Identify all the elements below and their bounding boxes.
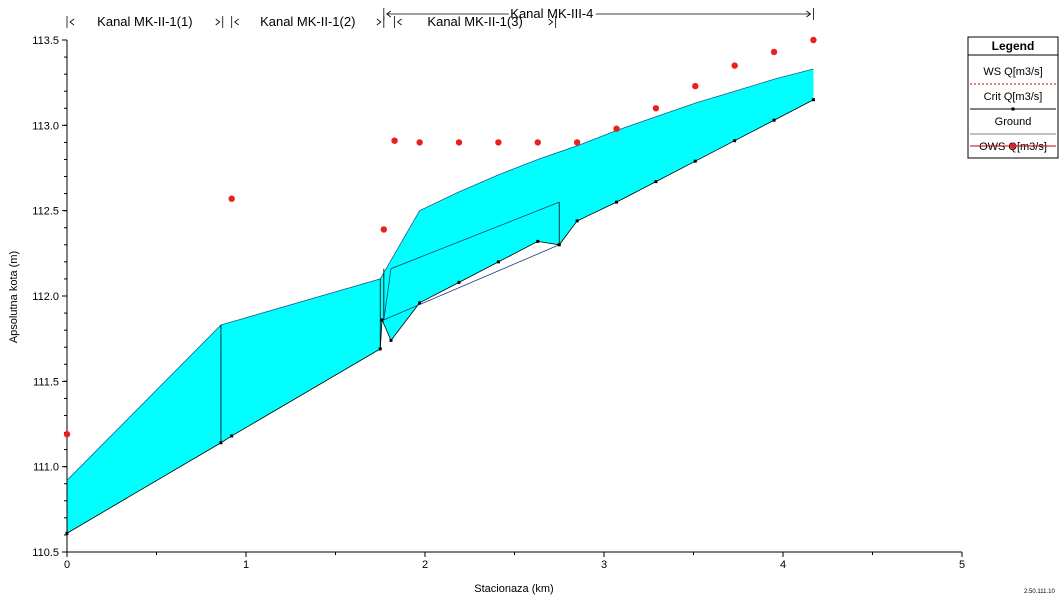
ground-point: [772, 118, 776, 122]
ows-point: [770, 48, 778, 56]
ows-point: [613, 125, 620, 132]
reach-annotation: Kanal MK-III-4: [383, 6, 814, 21]
reach-annotation: Kanal MK-II-1(1): [66, 14, 224, 29]
ows-point: [380, 226, 388, 233]
reach-arrow-left: [234, 18, 239, 26]
ows-point: [652, 105, 660, 112]
ground-point: [418, 301, 422, 305]
legend-entry-label: Crit Q[m3/s]: [984, 91, 1043, 103]
ows-point: [534, 139, 541, 146]
ground-point: [654, 180, 658, 184]
x-tick-label: 1: [243, 559, 249, 571]
ows-point: [455, 139, 463, 146]
y-tick-label: 113.5: [32, 35, 59, 47]
reach-arrow-left: [69, 18, 75, 26]
ows-point: [731, 62, 738, 69]
reach-arrow-left: [396, 18, 402, 26]
corner-label: 2.50.111.10: [1024, 589, 1055, 595]
ows-point: [692, 82, 699, 90]
ows-point: [810, 36, 817, 44]
ows-point: [228, 195, 235, 202]
legend-ows-marker: [1010, 143, 1016, 149]
legend-entry-label: Ground: [995, 116, 1032, 128]
ground-point: [65, 531, 69, 535]
section-line: [383, 244, 560, 321]
y-tick-label: 112.0: [32, 291, 59, 303]
ground-point: [219, 441, 223, 445]
ground-point: [389, 338, 393, 342]
ground-point: [380, 318, 384, 322]
ground-point: [457, 280, 461, 284]
reach-arrow-right: [215, 18, 221, 26]
axes: 0 1 2 3 4 5 110.5 111.0 111.5 112.0 112.5 113.0 113.…: [32, 35, 965, 571]
series-layer: [63, 36, 817, 535]
y-tick-label: 113.0: [32, 120, 59, 132]
ws-line: [66, 68, 814, 481]
crit-line: [383, 201, 560, 320]
x-tick-label: 5: [959, 559, 965, 571]
reach-label: Kanal MK-II-1(3): [427, 14, 522, 29]
y-tick-label: 112.5: [32, 206, 59, 218]
reach-label: Kanal MK-II-1(2): [260, 14, 355, 29]
reach-annotation: Kanal MK-II-1(3): [394, 14, 557, 29]
ows-point: [573, 139, 581, 146]
ground-line: [66, 99, 814, 534]
ows-point: [416, 139, 423, 146]
x-axis-label: Stacionaza (km): [474, 583, 553, 595]
ground-point: [557, 243, 561, 247]
ground-point: [693, 159, 697, 163]
y-axis-label: Apsolutna kota (m): [8, 251, 20, 343]
reach-label: Kanal MK-II-1(1): [97, 14, 192, 29]
water-surface-fill: [67, 69, 814, 534]
x-tick-label: 3: [601, 559, 607, 571]
ground-point: [536, 239, 540, 243]
legend-title: Legend: [992, 39, 1035, 53]
y-tick-label: 111.5: [33, 376, 59, 388]
x-tick-label: 2: [422, 559, 428, 571]
x-tick-label: 0: [64, 559, 70, 571]
ows-point: [495, 139, 502, 146]
reach-arrow-right: [548, 18, 554, 26]
ground-point: [378, 347, 382, 351]
ows-point: [63, 431, 71, 438]
reach-label: Kanal MK-III-4: [510, 6, 593, 21]
x-tick-label: 4: [780, 559, 786, 571]
ows-point: [391, 137, 398, 144]
water-fill-area: [67, 69, 814, 534]
ground-point: [615, 200, 619, 204]
y-tick-label: 110.5: [32, 547, 59, 559]
legend-entry-label: WS Q[m3/s]: [983, 66, 1042, 78]
reach-arrow-right: [376, 18, 382, 26]
reach-labels: Kanal MK-II-1(1) Kanal MK-II-1(2) Kanal MK…: [66, 6, 814, 29]
ground-point: [496, 260, 500, 264]
ground-point: [575, 219, 579, 223]
ground-point: [733, 139, 737, 143]
reach-annotation: Kanal MK-II-1(2): [231, 14, 385, 29]
ground-point: [811, 98, 815, 102]
legend-crit-marker: [1011, 107, 1015, 111]
y-tick-label: 111.0: [33, 462, 59, 474]
legend-box: [967, 36, 1059, 159]
ground-point: [230, 434, 234, 438]
